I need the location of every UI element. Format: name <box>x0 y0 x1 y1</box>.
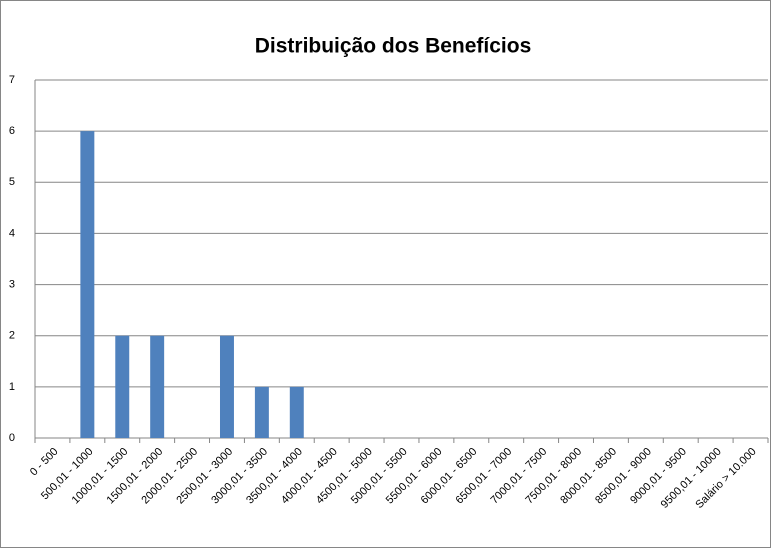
bar <box>219 335 234 438</box>
bar <box>289 386 304 438</box>
y-tick-label: 5 <box>9 176 15 188</box>
bar <box>150 335 165 438</box>
y-tick-label: 4 <box>9 227 15 239</box>
chart-title: Distribuição dos Benefícios <box>255 35 532 58</box>
y-tick-label: 0 <box>9 432 15 444</box>
y-tick-label: 7 <box>9 74 15 86</box>
y-tick-label: 1 <box>9 381 15 393</box>
y-tick-label: 3 <box>9 278 15 290</box>
bar <box>115 335 130 438</box>
bar <box>80 131 95 438</box>
y-tick-label: 6 <box>9 125 15 137</box>
bar <box>254 386 269 438</box>
y-tick-label: 2 <box>9 330 15 342</box>
